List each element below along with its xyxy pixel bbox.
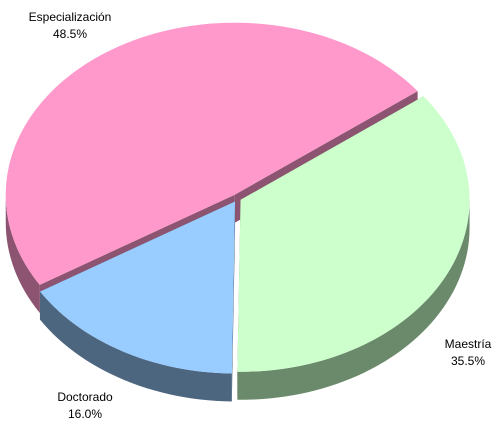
slice-side (39, 291, 232, 402)
slice-wall (231, 201, 236, 402)
slice-value-label: 16.0% (68, 407, 102, 421)
slice-label: Especialización (29, 10, 112, 24)
slice (5, 22, 418, 285)
slice (39, 201, 236, 374)
slice-label: Doctorado (57, 390, 113, 404)
slice-value-label: 35.5% (451, 354, 485, 368)
slice-side (237, 199, 470, 400)
slice-side (5, 194, 40, 313)
slice-label: Maestría (445, 337, 492, 351)
slice (237, 96, 470, 372)
slice-value-label: 48.5% (53, 27, 87, 41)
